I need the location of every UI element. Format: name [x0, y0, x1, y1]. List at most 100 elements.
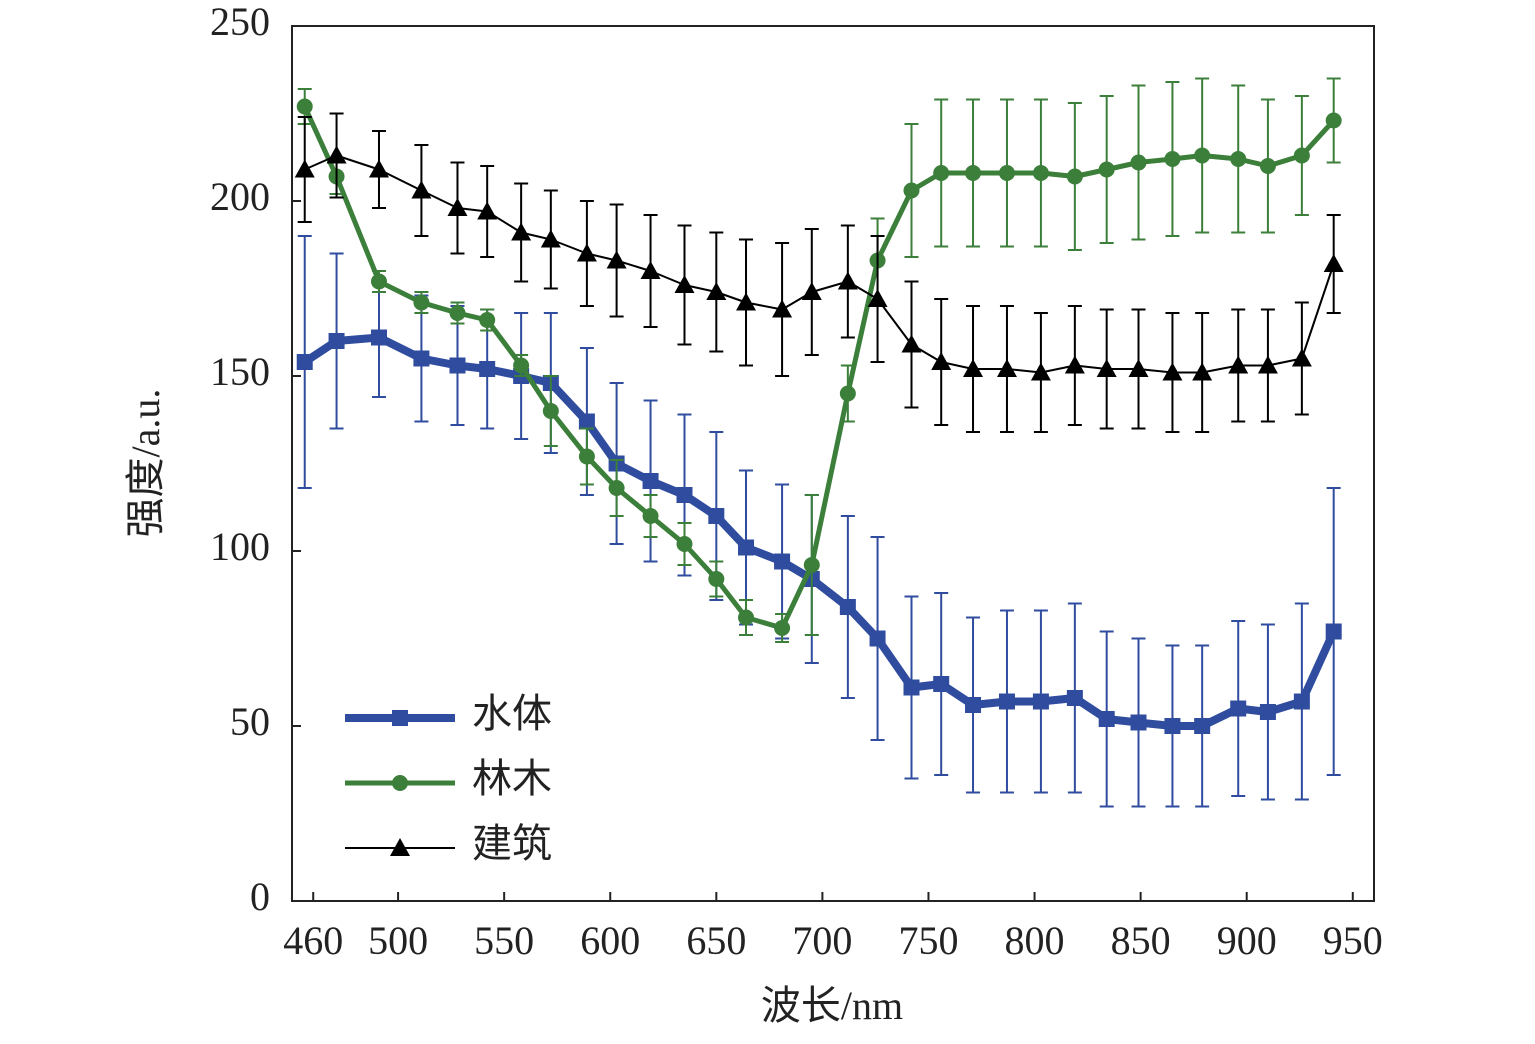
y-tick-label: 100	[210, 524, 270, 569]
y-tick-label: 50	[230, 699, 270, 744]
marker	[965, 697, 982, 713]
marker	[1098, 161, 1115, 178]
x-tick-label: 600	[580, 918, 640, 963]
marker	[1230, 700, 1247, 717]
marker	[1325, 112, 1342, 129]
marker	[1164, 151, 1181, 167]
y-tick-label: 150	[210, 349, 270, 394]
marker	[1098, 711, 1115, 727]
marker	[540, 229, 561, 248]
marker	[1194, 718, 1211, 734]
marker	[774, 620, 791, 636]
x-tick-label: 800	[1005, 918, 1065, 963]
marker	[738, 609, 755, 626]
marker	[963, 359, 984, 377]
x-tick-label: 850	[1111, 918, 1171, 963]
marker	[606, 250, 627, 269]
marker	[674, 275, 695, 293]
marker	[772, 299, 793, 318]
marker	[676, 536, 693, 552]
marker	[803, 557, 820, 573]
plot-frame	[291, 25, 1375, 902]
marker	[1162, 362, 1183, 381]
marker	[1096, 359, 1117, 377]
marker	[708, 508, 725, 524]
marker	[1130, 154, 1147, 171]
y-tick-label: 0	[250, 874, 270, 919]
x-tick-label: 750	[898, 918, 958, 963]
marker	[708, 571, 725, 587]
marker	[479, 312, 496, 328]
marker	[738, 539, 755, 556]
marker	[1128, 359, 1149, 377]
marker	[447, 198, 468, 216]
x-tick-label: 500	[368, 918, 428, 963]
marker	[542, 403, 559, 419]
marker	[839, 385, 856, 402]
marker	[294, 159, 315, 178]
marker	[1066, 168, 1083, 185]
marker	[933, 676, 950, 692]
marker	[513, 357, 530, 374]
marker	[931, 352, 952, 370]
marker	[801, 282, 822, 300]
marker	[1293, 693, 1310, 710]
y-tick-label: 250	[210, 0, 270, 44]
marker	[511, 222, 532, 241]
marker	[867, 289, 888, 307]
marker	[642, 508, 659, 524]
marker	[296, 354, 313, 370]
marker	[1323, 254, 1344, 272]
legend-marker	[392, 775, 408, 791]
marker	[837, 271, 858, 290]
marker	[996, 359, 1017, 377]
marker	[1293, 147, 1310, 164]
marker	[933, 165, 950, 181]
marker	[368, 159, 389, 178]
x-tick-label: 650	[686, 918, 746, 963]
legend-marker	[392, 710, 408, 726]
marker	[642, 473, 659, 489]
marker	[479, 361, 496, 377]
x-tick-label: 900	[1217, 918, 1277, 963]
marker	[411, 180, 432, 199]
marker	[1066, 690, 1083, 706]
marker	[1032, 693, 1049, 710]
marker	[1130, 714, 1147, 731]
y-axis-label: 强度/a.u.	[123, 389, 168, 538]
marker	[640, 261, 661, 279]
marker	[326, 145, 347, 164]
marker	[449, 305, 466, 321]
marker	[413, 294, 430, 311]
marker	[901, 334, 922, 353]
marker	[1064, 355, 1085, 374]
marker	[998, 693, 1015, 710]
marker	[1325, 623, 1342, 640]
marker	[869, 630, 886, 647]
legend-marker	[390, 838, 410, 856]
marker	[477, 201, 498, 220]
marker	[578, 413, 595, 430]
marker	[1164, 718, 1181, 734]
x-tick-label: 460	[283, 918, 343, 963]
marker	[736, 292, 757, 311]
marker	[1228, 355, 1249, 374]
marker	[774, 553, 791, 570]
marker	[1192, 362, 1213, 381]
marker	[1032, 165, 1049, 181]
marker	[676, 487, 693, 503]
y-tick-label: 200	[210, 174, 270, 219]
marker	[1259, 158, 1276, 174]
x-tick-label: 550	[474, 918, 534, 963]
marker	[1230, 151, 1247, 167]
marker	[576, 243, 597, 262]
marker	[578, 448, 595, 465]
marker	[706, 282, 727, 300]
marker	[413, 350, 430, 367]
marker	[1291, 348, 1312, 367]
marker	[449, 357, 466, 374]
marker	[1257, 355, 1278, 374]
legend-label: 水体	[472, 691, 552, 736]
